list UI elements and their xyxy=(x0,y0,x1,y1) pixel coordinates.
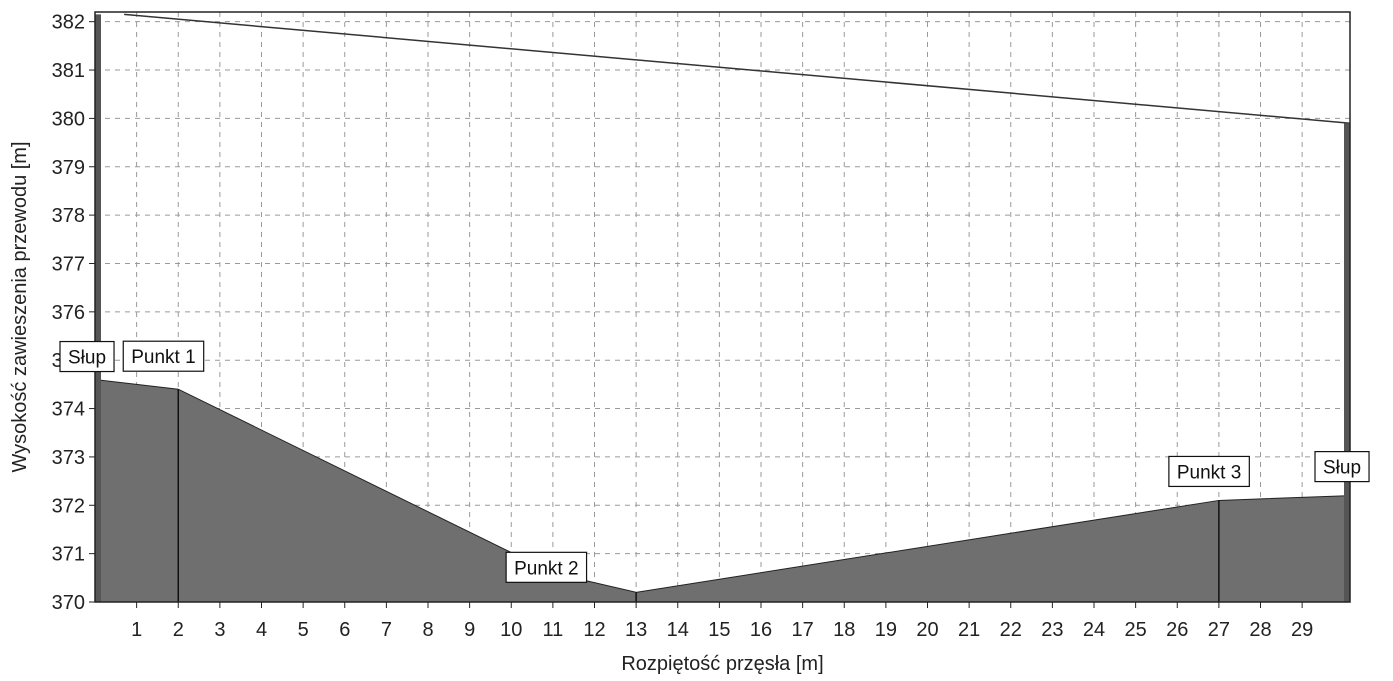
point-label-frame xyxy=(1314,451,1370,483)
x-tick-label: 24 xyxy=(1083,619,1105,641)
point-labels: Słup Punkt 1 Punkt 2 Punkt 3 Słup xyxy=(59,340,1370,583)
point-label-frame xyxy=(122,340,205,372)
y-tick-label: 382 xyxy=(52,12,85,34)
y-tick-label: 371 xyxy=(52,544,85,566)
x-tick-label: 19 xyxy=(875,619,897,641)
x-tick-label: 20 xyxy=(916,619,938,641)
y-tick-label: 378 xyxy=(52,205,85,227)
y-tick-label: 376 xyxy=(52,302,85,324)
x-tick-label: 7 xyxy=(381,619,392,641)
x-tick-label: 16 xyxy=(750,619,772,641)
x-axis: 1 2 3 4 5 6 7 8 9 10 11 12 13 14 15 16 17 18 19 20 21 22 23 24 2… xyxy=(131,602,1313,641)
y-tick-label: 374 xyxy=(52,399,85,421)
conductor-layer xyxy=(124,13,1351,124)
x-tick-label: 17 xyxy=(792,619,814,641)
point-label-frame xyxy=(1168,455,1250,488)
point-label-box: Słup xyxy=(59,340,115,373)
x-tick-label: 29 xyxy=(1291,619,1313,641)
grid xyxy=(95,12,1350,602)
x-tick-label: 18 xyxy=(833,619,855,641)
poles-layer xyxy=(95,14,1350,602)
y-tick-label: 379 xyxy=(52,157,85,179)
x-tick-label: 23 xyxy=(1041,619,1063,641)
x-tick-label: 3 xyxy=(214,619,225,641)
x-tick-label: 5 xyxy=(298,619,309,641)
x-tick-label: 26 xyxy=(1166,619,1188,641)
x-tick-label: 13 xyxy=(625,619,647,641)
y-tick-label: 381 xyxy=(52,60,85,82)
point-label-frame xyxy=(505,551,588,583)
terrain-layer xyxy=(94,378,1351,603)
point-label: Punkt 2 xyxy=(514,558,578,579)
point-label: Słup xyxy=(68,348,106,369)
y-tick-label: 372 xyxy=(52,495,85,517)
y-axis: 370371372373374375376377378379380381382 xyxy=(52,12,95,614)
y-tick-label: 380 xyxy=(52,108,85,130)
point-label-box: Punkt 2 xyxy=(505,551,588,583)
x-tick-label: 9 xyxy=(464,619,475,641)
x-tick-label: 27 xyxy=(1208,619,1230,641)
x-tick-label: 15 xyxy=(708,619,730,641)
x-tick-label: 2 xyxy=(173,619,184,641)
x-tick-label: 11 xyxy=(542,619,563,641)
point-label-box: Punkt 1 xyxy=(122,340,205,372)
x-tick-label: 14 xyxy=(667,619,689,641)
x-tick-label: 10 xyxy=(500,619,522,641)
x-tick-label: 21 xyxy=(958,619,980,641)
x-tick-label: 8 xyxy=(422,619,433,641)
x-tick-label: 12 xyxy=(583,619,605,641)
terrain-area xyxy=(94,378,1351,603)
plot-frame xyxy=(94,11,1351,603)
point-label-box: Punkt 3 xyxy=(1168,455,1250,488)
x-tick-label: 28 xyxy=(1249,619,1271,641)
point-label: Słup xyxy=(1323,458,1361,479)
point-label: Punkt 1 xyxy=(131,347,195,368)
point-label: Punkt 3 xyxy=(1177,462,1241,483)
conductor-line xyxy=(124,13,1351,124)
y-tick-label: 377 xyxy=(52,253,85,275)
point-label-box: Słup xyxy=(1314,451,1370,483)
x-tick-label: 1 xyxy=(131,619,142,641)
x-axis-title: Rozpiętość przęsła [m] xyxy=(621,653,823,675)
point-label-frame xyxy=(59,340,115,373)
y-tick-label: 370 xyxy=(52,592,85,614)
x-tick-label: 22 xyxy=(1000,619,1022,641)
x-tick-label: 6 xyxy=(339,619,350,641)
x-tick-label: 4 xyxy=(256,619,267,641)
y-tick-label: 373 xyxy=(52,447,85,469)
y-axis-title: Wysokość zawieszenia przewodu [m] xyxy=(9,141,31,472)
x-tick-label: 25 xyxy=(1125,619,1147,641)
